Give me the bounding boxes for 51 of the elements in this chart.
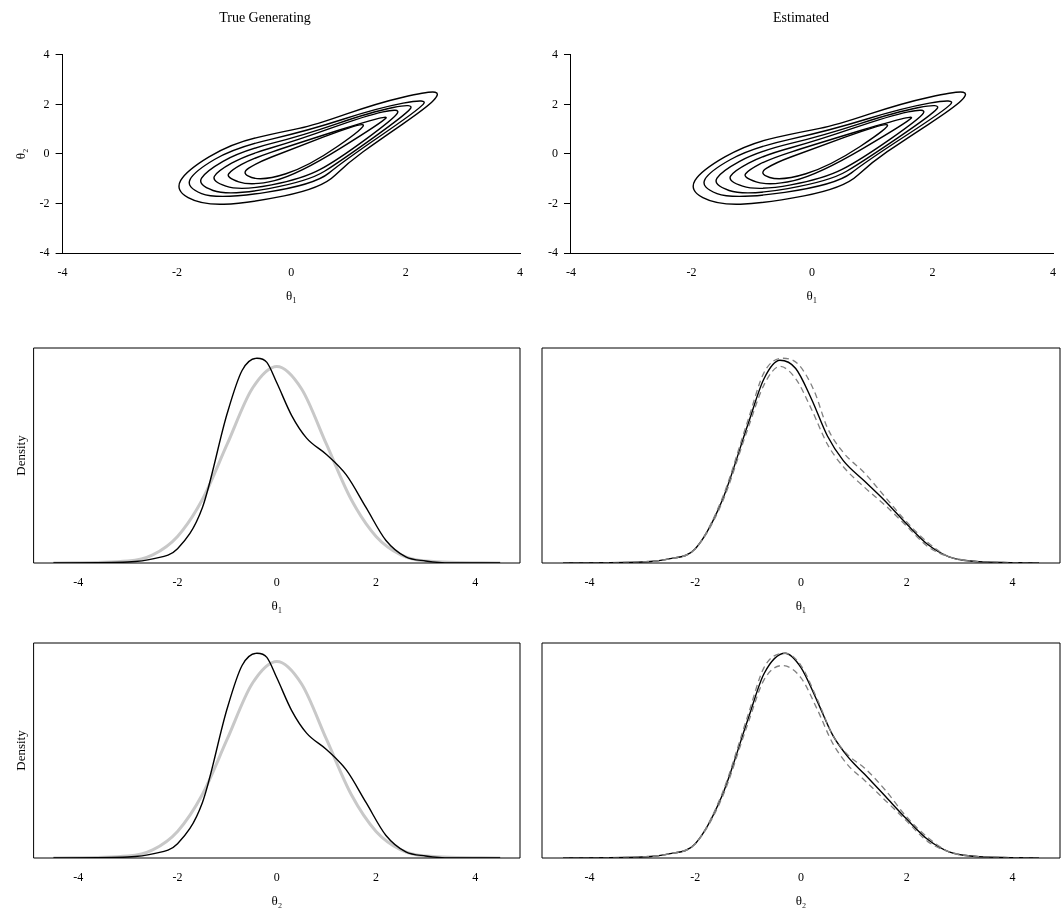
x-tick-label: 0 — [273, 575, 280, 590]
x-axis-title: θ₂ — [795, 892, 807, 908]
x-tick-label: -2 — [172, 575, 183, 590]
y-tick-label: 2 — [552, 96, 558, 111]
x-tick-label: 4 — [472, 575, 479, 590]
x-tick-label: 4 — [1009, 870, 1016, 885]
x-axis-title: θ₁ — [271, 597, 283, 613]
y-tick-label: -4 — [548, 245, 558, 260]
y-axis-title: θ₂ — [13, 148, 29, 160]
y-axis-title: Density — [13, 434, 29, 476]
x-tick-label: -2 — [171, 265, 182, 280]
y-axis-title: Density — [13, 729, 29, 771]
x-tick-label: 2 — [903, 870, 910, 885]
x-tick-label: -4 — [584, 575, 595, 590]
x-tick-label: -4 — [566, 265, 576, 280]
x-tick-label: 0 — [273, 870, 280, 885]
x-axis-title: θ₁ — [806, 287, 818, 303]
x-tick-label: -4 — [584, 870, 595, 885]
x-tick-label: 0 — [798, 870, 804, 885]
x-tick-label: 4 — [1009, 575, 1016, 590]
y-tick-label: -2 — [548, 195, 558, 210]
x-axis-title: θ₁ — [285, 287, 297, 303]
y-tick-label: 0 — [43, 146, 50, 161]
y-tick-label: 0 — [552, 146, 558, 161]
x-axis-title: θ₁ — [795, 597, 807, 613]
x-tick-label: 4 — [472, 870, 479, 885]
x-tick-label: 0 — [288, 265, 295, 280]
x-tick-label: 2 — [373, 870, 380, 885]
x-tick-label: 2 — [402, 265, 409, 280]
x-tick-label: 4 — [517, 265, 523, 280]
y-tick-label: 2 — [43, 96, 50, 111]
chart-title: True Generating — [219, 10, 311, 26]
y-tick-label: -4 — [39, 245, 50, 260]
x-tick-label: 0 — [798, 575, 804, 590]
x-tick-label: -4 — [73, 575, 84, 590]
chart-title: Estimated — [773, 10, 829, 26]
x-tick-label: 4 — [1050, 265, 1056, 280]
x-tick-label: 2 — [929, 265, 936, 280]
x-tick-label: -2 — [172, 870, 183, 885]
x-tick-label: -4 — [57, 265, 68, 280]
x-axis-title: θ₂ — [271, 892, 283, 908]
x-tick-label: -2 — [690, 870, 701, 885]
y-tick-label: 4 — [43, 46, 50, 61]
x-tick-label: 2 — [373, 575, 380, 590]
x-tick-label: -4 — [73, 870, 84, 885]
y-tick-label: -2 — [39, 195, 50, 210]
x-tick-label: 2 — [903, 575, 910, 590]
x-tick-label: 0 — [809, 265, 815, 280]
x-tick-label: -2 — [690, 575, 701, 590]
x-tick-label: -2 — [686, 265, 697, 280]
y-tick-label: 4 — [552, 46, 558, 61]
